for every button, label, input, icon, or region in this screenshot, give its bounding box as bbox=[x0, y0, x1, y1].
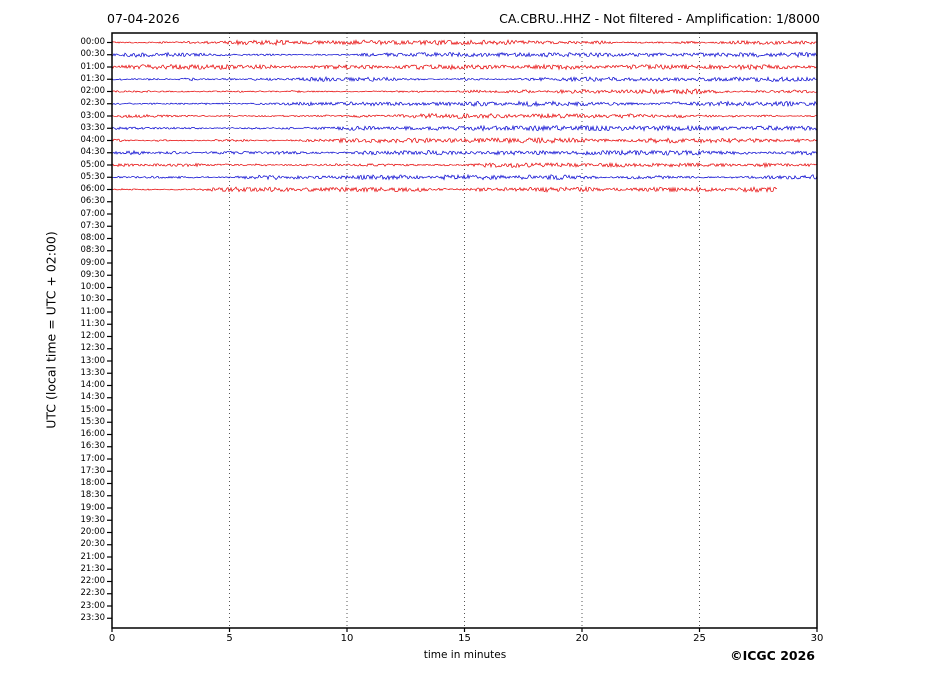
y-tick-label-00:30: 00:30 bbox=[80, 49, 106, 60]
y-tick-label-06:30: 06:30 bbox=[80, 196, 106, 207]
y-tick-label-04:30: 04:30 bbox=[80, 147, 106, 158]
y-tick-label-10:30: 10:30 bbox=[80, 294, 106, 305]
x-tick-label-10: 10 bbox=[340, 633, 354, 644]
y-tick-label-23:30: 23:30 bbox=[80, 612, 106, 623]
seismic-trace-01:30 bbox=[111, 75, 818, 83]
y-tick-label-07:30: 07:30 bbox=[80, 220, 106, 231]
seismic-trace-06:00 bbox=[111, 185, 778, 193]
y-tick-label-21:00: 21:00 bbox=[80, 551, 106, 562]
x-tick-label-25: 25 bbox=[693, 633, 706, 644]
y-tick-label-21:30: 21:30 bbox=[80, 563, 106, 574]
y-tick-label-16:00: 16:00 bbox=[80, 429, 106, 439]
y-tick-label-08:30: 08:30 bbox=[80, 245, 106, 256]
y-tick-label-02:30: 02:30 bbox=[80, 98, 106, 109]
y-tick-label-13:00: 13:00 bbox=[80, 355, 106, 366]
y-tick-label-05:00: 05:00 bbox=[80, 159, 106, 170]
y-tick-label-11:30: 11:30 bbox=[80, 318, 106, 329]
date-title: 07-04-2026 bbox=[107, 11, 180, 26]
x-tick-label-0: 0 bbox=[108, 633, 116, 644]
y-tick-label-12:00: 12:00 bbox=[80, 331, 106, 341]
y-tick-label-15:30: 15:30 bbox=[80, 416, 106, 427]
y-tick-label-05:30: 05:30 bbox=[80, 171, 106, 182]
y-tick-label-06:00: 06:00 bbox=[80, 184, 106, 194]
x-tick-label-20: 20 bbox=[575, 633, 589, 644]
y-tick-label-11:00: 11:00 bbox=[80, 306, 106, 317]
y-tick-label-17:00: 17:00 bbox=[80, 453, 106, 464]
y-tick-label-17:30: 17:30 bbox=[80, 465, 106, 476]
y-tick-label-01:00: 01:00 bbox=[80, 61, 106, 72]
y-tick-label-20:00: 20:00 bbox=[80, 527, 106, 537]
y-tick-label-23:00: 23:00 bbox=[80, 600, 106, 611]
y-tick-label-02:00: 02:00 bbox=[80, 86, 106, 96]
seismic-trace-03:00 bbox=[111, 112, 818, 120]
y-tick-label-07:00: 07:00 bbox=[80, 208, 106, 219]
seismic-trace-00:30 bbox=[111, 51, 818, 59]
seismic-trace-02:30 bbox=[111, 100, 818, 108]
seismic-trace-02:00 bbox=[111, 88, 818, 95]
y-tick-label-04:00: 04:00 bbox=[80, 135, 106, 145]
seismic-trace-00:00 bbox=[111, 39, 818, 47]
y-tick-label-15:00: 15:00 bbox=[80, 404, 106, 415]
y-tick-label-18:00: 18:00 bbox=[80, 478, 106, 488]
plot-frame bbox=[111, 32, 818, 629]
x-tick-label-5: 5 bbox=[226, 633, 233, 644]
seismic-trace-01:00 bbox=[111, 63, 818, 71]
station-title: CA.CBRU..HHZ - Not filtered - Amplificat… bbox=[499, 11, 820, 26]
seismic-trace-04:00 bbox=[111, 136, 818, 145]
y-tick-label-20:30: 20:30 bbox=[80, 539, 106, 550]
y-tick-label-19:30: 19:30 bbox=[80, 514, 106, 525]
seismic-trace-04:30 bbox=[111, 149, 818, 156]
seismic-trace-03:30 bbox=[111, 124, 818, 132]
y-tick-label-12:30: 12:30 bbox=[80, 343, 106, 354]
y-tick-label-09:00: 09:00 bbox=[80, 257, 106, 268]
y-tick-label-22:30: 22:30 bbox=[80, 588, 106, 599]
y-tick-label-03:30: 03:30 bbox=[80, 122, 106, 133]
y-tick-label-09:30: 09:30 bbox=[80, 269, 106, 280]
y-tick-label-01:30: 01:30 bbox=[80, 73, 106, 84]
y-tick-label-19:00: 19:00 bbox=[80, 502, 106, 513]
y-tick-label-22:00: 22:00 bbox=[80, 576, 106, 586]
y-tick-label-14:00: 14:00 bbox=[80, 380, 106, 390]
x-tick-label-30: 30 bbox=[810, 633, 824, 644]
y-tick-label-14:30: 14:30 bbox=[80, 392, 106, 403]
y-tick-label-00:00: 00:00 bbox=[80, 37, 106, 47]
seismic-trace-05:00 bbox=[111, 161, 818, 169]
copyright-text: ©ICGC 2026 bbox=[730, 648, 815, 663]
x-axis-label: time in minutes bbox=[423, 649, 507, 661]
y-tick-label-03:00: 03:00 bbox=[80, 110, 106, 121]
y-tick-label-10:00: 10:00 bbox=[80, 282, 106, 292]
y-tick-label-16:30: 16:30 bbox=[80, 441, 106, 452]
y-tick-label-13:30: 13:30 bbox=[80, 367, 106, 378]
y-tick-label-18:30: 18:30 bbox=[80, 490, 106, 501]
seismic-trace-05:30 bbox=[111, 173, 818, 181]
y-tick-label-08:00: 08:00 bbox=[80, 233, 106, 243]
x-tick-label-15: 15 bbox=[458, 633, 471, 644]
